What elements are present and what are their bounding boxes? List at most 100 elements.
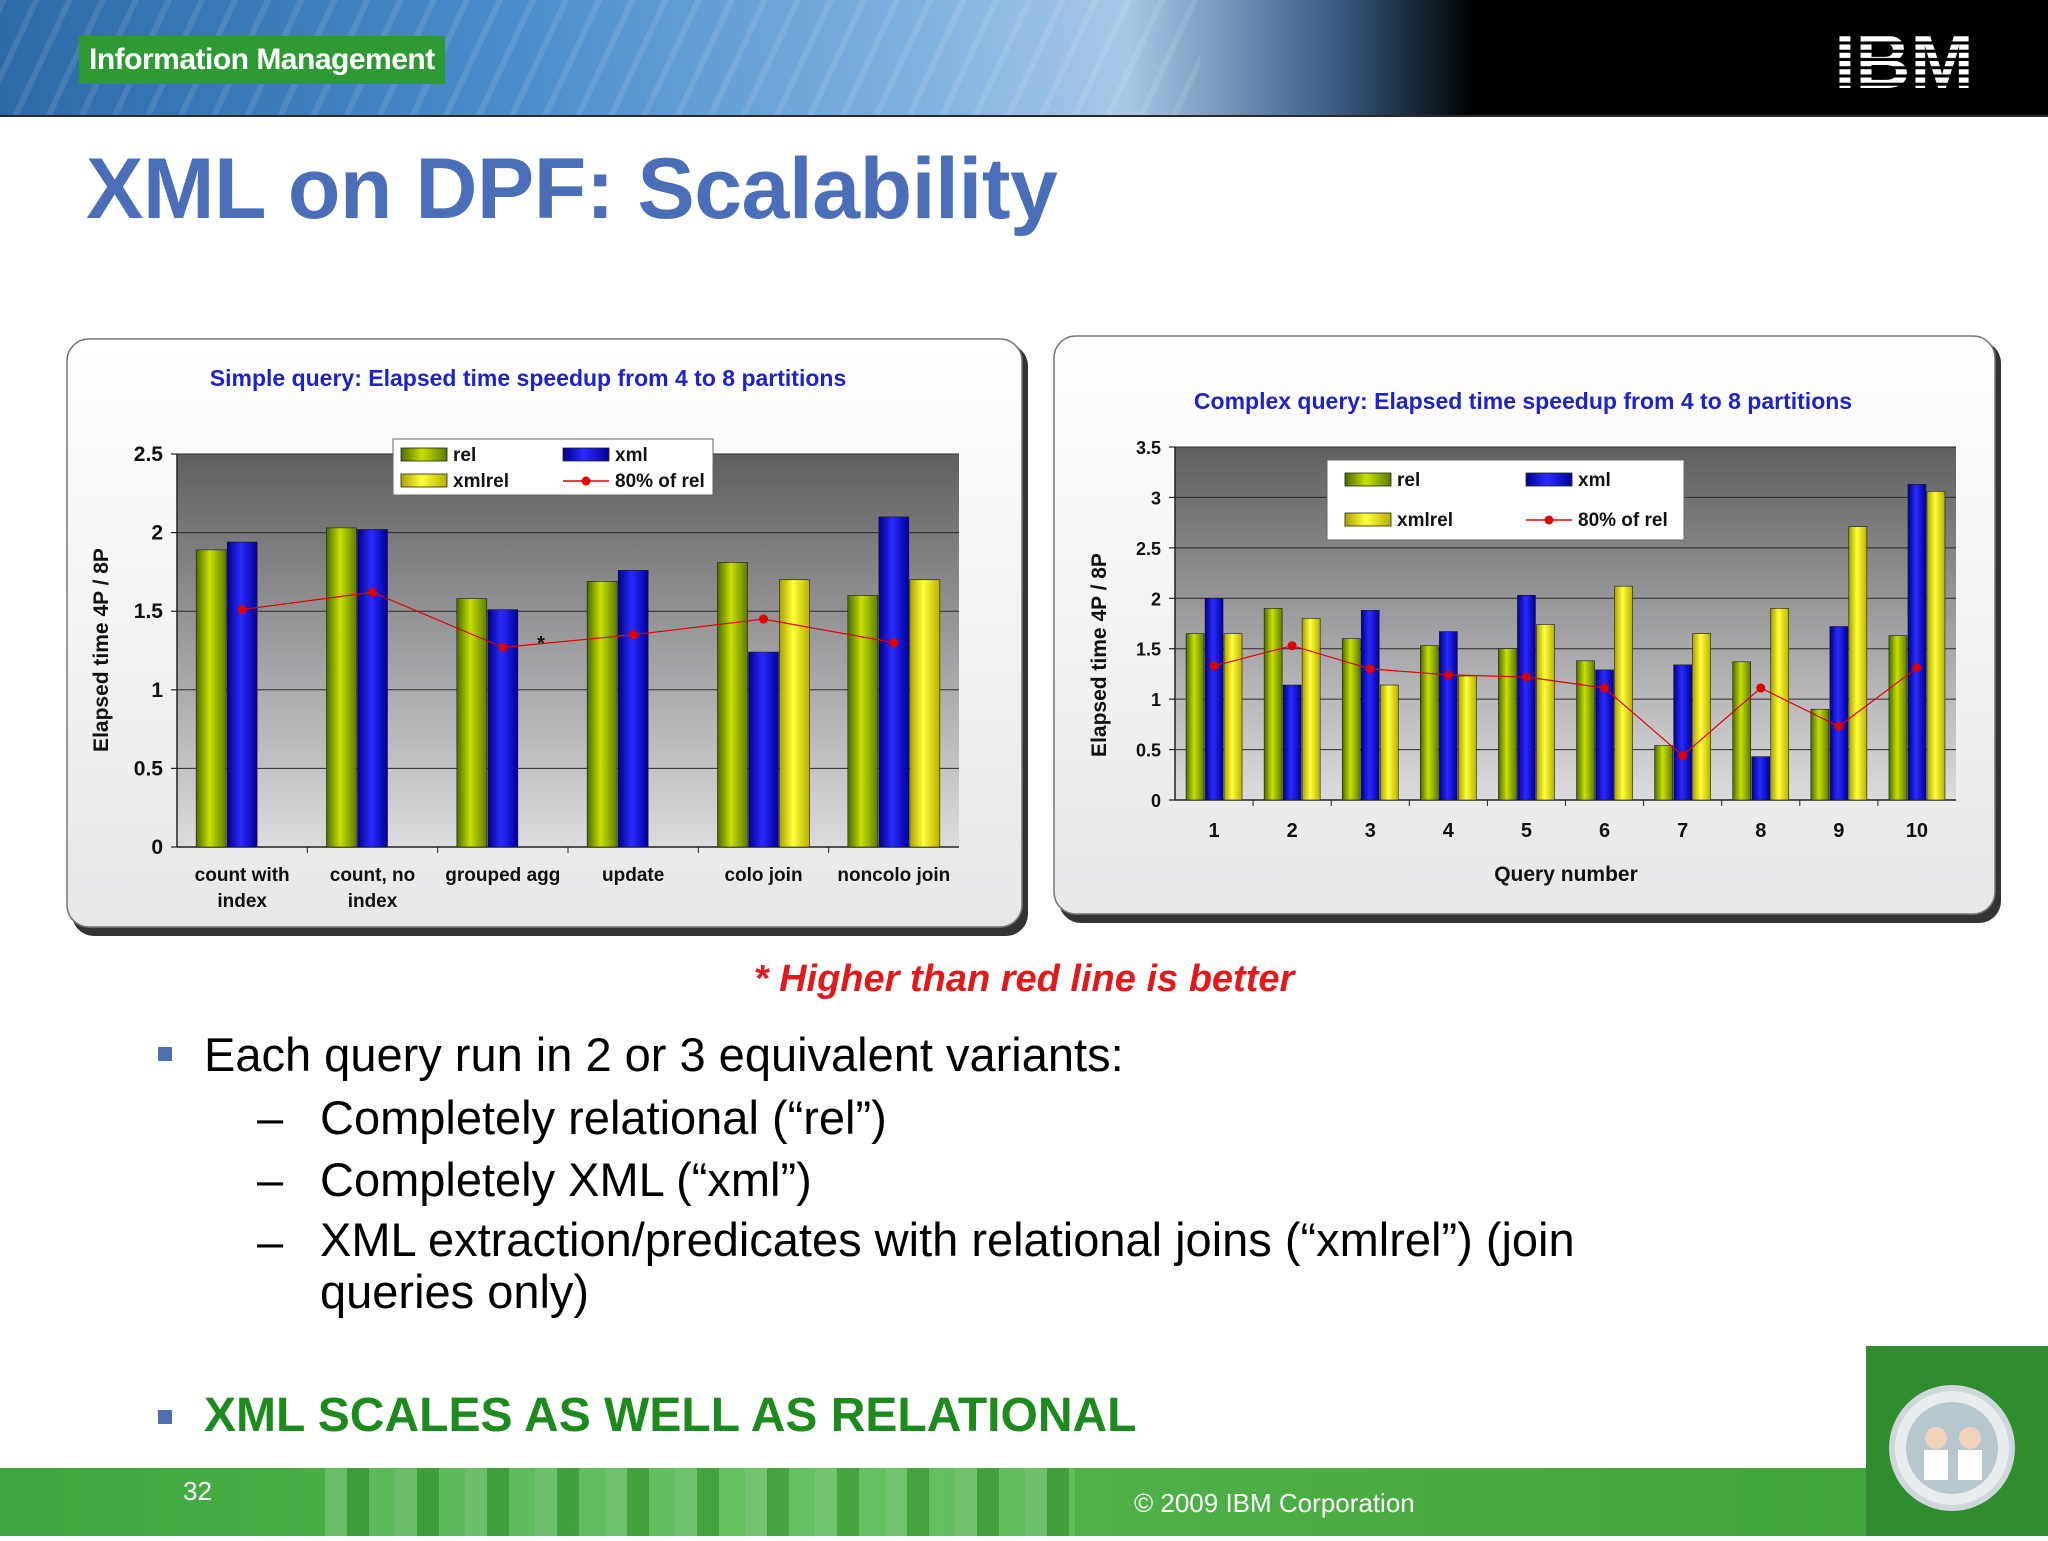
legend-label-80pct: 80% of rel [615, 471, 705, 492]
bar-xmlrel [1926, 491, 1946, 801]
footer-tiles [325, 1468, 1075, 1536]
bar-xml [748, 651, 779, 848]
x-tick-label: 2 [1287, 820, 1298, 842]
y-tick-label: 2.5 [1136, 539, 1161, 559]
point-80pct-of-rel [368, 587, 377, 597]
db2-badge [1866, 1346, 2048, 1536]
badge-coat-right [1958, 1450, 1982, 1480]
y-tick-label: 0 [1151, 791, 1161, 811]
bar-xmlrel [1692, 633, 1711, 801]
bar-rel [717, 562, 748, 848]
point-80pct-of-rel [1209, 661, 1219, 671]
legend-swatch-rel [400, 447, 448, 462]
y-tick-label: 2 [1151, 589, 1161, 609]
line-80pct-of-rel [1213, 645, 1918, 757]
bar-rel [326, 527, 357, 848]
chart-simple-query: Simple query: Elapsed time speedup from … [66, 338, 1032, 943]
bar-xml [1517, 594, 1536, 801]
bar-rel [456, 598, 488, 848]
x-tick-label: colo join [724, 865, 802, 886]
x-tick-label: 10 [1906, 820, 1928, 842]
bar-xmlrel [1301, 618, 1321, 801]
sub-bullet-xmlrel: XML extraction/predicates with relationa… [320, 1213, 1575, 1318]
ibm-logo: IBM [1834, 28, 1973, 94]
bar-xml [1282, 684, 1302, 801]
point-80pct-of-rel [1443, 670, 1453, 680]
x-tick-label: 9 [1833, 820, 1844, 842]
bar-xml [1673, 664, 1692, 801]
y-tick-label: 3 [1151, 488, 1161, 508]
x-tick-label: 1 [1208, 820, 1219, 842]
page-number: 32 [183, 1476, 212, 1506]
legend-label-xml: xml [1578, 470, 1611, 491]
bar-xml [1751, 756, 1771, 801]
x-tick-label: 8 [1755, 820, 1766, 842]
legend-label-xmlrel: xmlrel [1397, 510, 1453, 531]
bar-xmlrel [1458, 675, 1477, 801]
bar-xmlrel [1614, 585, 1633, 801]
y-tick-label: 1.5 [134, 600, 164, 623]
bar-rel [1654, 745, 1673, 801]
chart-complex-query: Complex query: Elapsed time speedup from… [1053, 335, 2005, 930]
bar-xml [1907, 484, 1927, 801]
y-tick-label: 0.5 [1136, 741, 1161, 761]
chart-title: Simple query: Elapsed time speedup from … [210, 365, 846, 391]
legend-swatch-rel [1344, 472, 1392, 487]
bar-xml [1360, 610, 1380, 801]
point-80pct-of-rel [237, 605, 247, 615]
legend-marker-80pct [581, 476, 591, 486]
bar-rel [1420, 645, 1439, 801]
legend: rel xml xmlrel 80% of rel [1326, 459, 1685, 541]
chart-complex-query-svg: Complex query: Elapsed time speedup from… [1053, 335, 2001, 923]
db2-badge-graphic [1889, 1385, 2015, 1511]
bar-xmlrel [1223, 633, 1243, 801]
brand-badge: Information Management [79, 36, 445, 84]
bar-xmlrel [1848, 526, 1868, 801]
dash-marker: – [257, 1091, 284, 1144]
bullet-marker [158, 1410, 172, 1424]
x-tick-label: count, no [330, 865, 415, 886]
ibm-logo-text: IBM [1834, 28, 1973, 94]
x-tick-label: 4 [1443, 820, 1455, 842]
point-80pct-of-rel [889, 638, 899, 648]
bullet-conclusion: XML SCALES AS WELL AS RELATIONAL [204, 1389, 1137, 1442]
legend-swatch-xml [562, 447, 610, 462]
point-80pct-of-rel [1600, 683, 1610, 693]
bar-xmlrel [909, 579, 941, 848]
point-80pct-of-rel [1521, 672, 1531, 682]
bar-rel [1732, 661, 1752, 801]
dash-marker: – [257, 1215, 284, 1268]
point-80pct-of-rel [1756, 683, 1766, 693]
legend-swatch-xmlrel [400, 473, 448, 488]
header-rule [0, 115, 2048, 117]
dash-marker: – [257, 1153, 284, 1206]
better-note: * Higher than red line is better [753, 958, 1295, 1000]
bar-xmlrel [1536, 624, 1555, 801]
badge-photo [1906, 1402, 1998, 1494]
x-axis-label: Query number [1494, 863, 1638, 886]
sub-bullet-xml: Completely XML (“xml”) [320, 1153, 812, 1206]
bar-rel [1576, 660, 1595, 801]
bar-rel [1341, 638, 1361, 801]
point-80pct-of-rel [628, 630, 638, 640]
legend-marker-80pct [1544, 515, 1554, 525]
bar-xml [1204, 597, 1224, 801]
bar-rel [1498, 648, 1517, 801]
chart-simple-query-svg: Simple query: Elapsed time speedup from … [66, 338, 1028, 936]
footer-bar [0, 1468, 2048, 1536]
y-tick-label: 1.5 [1136, 640, 1161, 660]
header-banner: Information Management IBM [0, 0, 2048, 115]
x-tick-label: count with [195, 865, 290, 886]
y-tick-label: 3.5 [1136, 438, 1161, 458]
line-80pct-of-rel [242, 591, 894, 649]
y-tick-label: 0 [151, 836, 163, 859]
point-80pct-of-rel [1365, 664, 1375, 674]
y-tick-label: 1 [1151, 690, 1161, 710]
x-tick-label: 3 [1365, 820, 1376, 842]
page-title: XML on DPF: Scalability [86, 141, 1058, 237]
badge-figure-left [1925, 1427, 1947, 1449]
badge-coat-left [1924, 1450, 1948, 1480]
bullet-variants: Each query run in 2 or 3 equivalent vari… [204, 1028, 1124, 1081]
bar-xml [487, 609, 519, 848]
bar-xml [1595, 669, 1614, 801]
